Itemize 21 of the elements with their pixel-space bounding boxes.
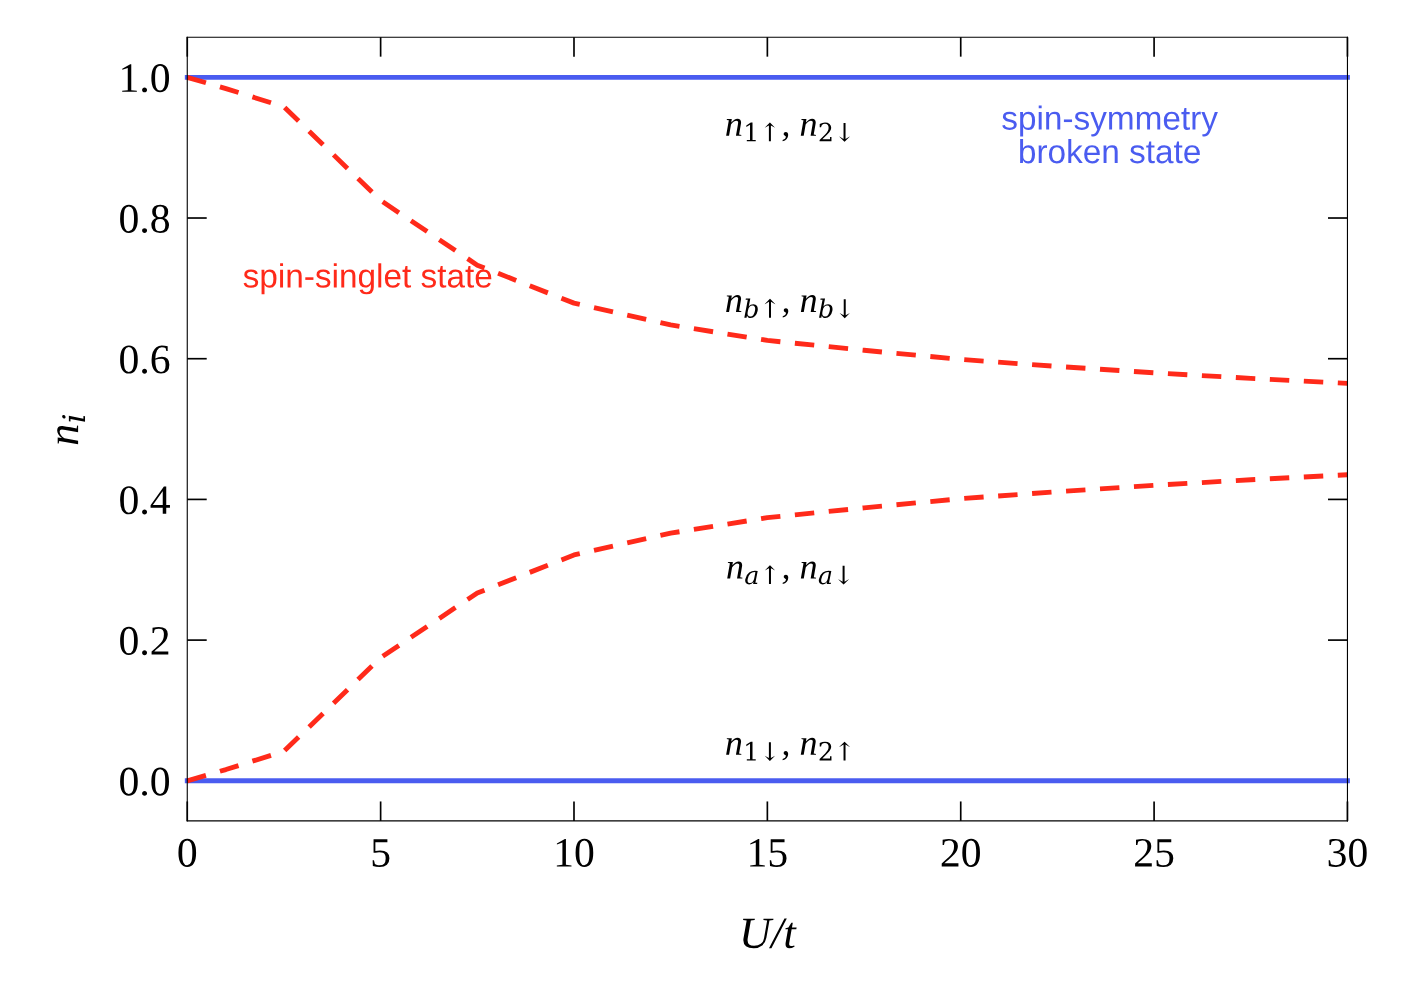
series-label: spin-symmetry broken state <box>1002 105 1218 164</box>
y-tick-label: 0.2 <box>120 626 169 656</box>
x-tick-label: 5 <box>372 839 390 867</box>
x-tick-label: 0 <box>178 838 197 867</box>
annotation: n$_{1↓}$, n$_{2↑}$ <box>726 737 850 761</box>
y-tick-label: 0.6 <box>120 345 170 374</box>
x-tick-label: 30 <box>1328 838 1367 867</box>
annotation: n$_{b↑}$, n$_{b↓}$ <box>726 295 850 319</box>
annotation: n$_{1↑}$, n$_{2↓}$ <box>726 118 850 142</box>
x-tick-label: 20 <box>941 838 980 867</box>
y-tick-label: 0.0 <box>120 767 170 796</box>
y-tick-label: 1.0 <box>122 64 170 93</box>
y-tick-label: 0.4 <box>120 486 170 515</box>
y-tick-label: 0.8 <box>120 204 170 234</box>
series-label: spin-singlet state <box>243 263 492 295</box>
y-axis-title: n$_{i}$ <box>57 414 86 445</box>
x-axis-title: U/t <box>743 918 797 949</box>
x-tick-label: 15 <box>750 838 787 867</box>
x-tick-label: 25 <box>1135 838 1174 867</box>
x-tick-label: 10 <box>556 838 594 867</box>
annotation: n$_{a↑}$, n$_{a↓}$ <box>727 561 849 585</box>
